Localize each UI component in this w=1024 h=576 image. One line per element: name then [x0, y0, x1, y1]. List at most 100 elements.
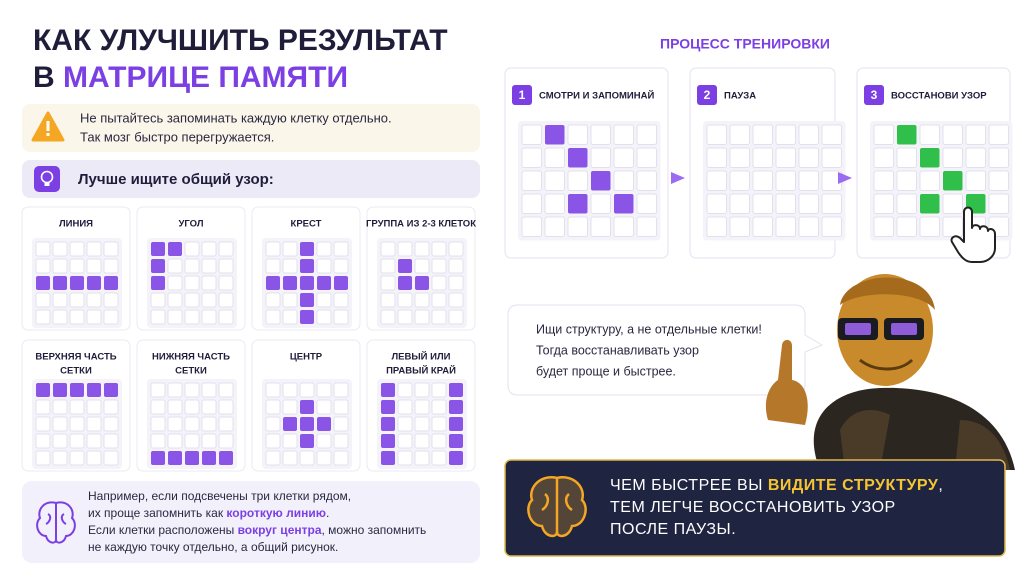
grid-cell [282, 258, 298, 274]
grid-cell [448, 241, 464, 257]
grid-cell [265, 258, 281, 274]
grid-cell [752, 216, 773, 237]
grid-cell [706, 193, 727, 214]
grid-cell [896, 216, 917, 237]
example-text: Если клетки расположены вокруг центра, м… [88, 523, 426, 537]
grid-cell-active [70, 276, 84, 290]
grid-cell [896, 170, 917, 191]
brain-icon [36, 501, 76, 544]
speech-text: Ищи структуру, а не отдельные клетки! [536, 322, 762, 336]
warning-text: Не пытайтесь запоминать каждую клетку от… [80, 110, 392, 125]
grid-cell [821, 124, 842, 145]
grid-cell [282, 241, 298, 257]
grid-cell [965, 170, 986, 191]
grid-cell [706, 124, 727, 145]
grid-cell [752, 147, 773, 168]
grid-cell [448, 258, 464, 274]
grid-cell-active [920, 194, 940, 214]
grid-cell [86, 292, 102, 308]
grid-cell [167, 258, 183, 274]
grid-cell-active [614, 194, 634, 214]
grid-cell-active [300, 293, 314, 307]
grid-cell [798, 124, 819, 145]
grid-cell-active [104, 383, 118, 397]
warning-text: Так мозг быстро перегружается. [80, 129, 274, 144]
grid-cell [729, 193, 750, 214]
grid-cell [282, 399, 298, 415]
grid-cell [201, 416, 217, 432]
title-line2: В МАТРИЦЕ ПАМЯТИ [33, 61, 348, 94]
grid-cell [282, 382, 298, 398]
grid-cell [265, 309, 281, 325]
grid-cell [265, 433, 281, 449]
grid-cell-active [381, 451, 395, 465]
grid-cell [448, 292, 464, 308]
grid-cell [35, 416, 51, 432]
grid-cell [706, 170, 727, 191]
grid-cell [333, 258, 349, 274]
grid-cell-active [568, 148, 588, 168]
grid-cell [333, 433, 349, 449]
grid-cell [150, 399, 166, 415]
pattern-label: ВЕРХНЯЯ ЧАСТЬ [35, 352, 116, 363]
grid-cell [431, 258, 447, 274]
grid-cell [798, 193, 819, 214]
example-text: не каждую точку отдельно, а общий рисуно… [88, 540, 338, 554]
grid-cell [52, 450, 68, 466]
grid-cell [184, 258, 200, 274]
grid-cell [35, 258, 51, 274]
pattern-label: ЦЕНТР [290, 352, 323, 363]
grid-cell [448, 275, 464, 291]
grid-cell [431, 275, 447, 291]
grid-cell [316, 292, 332, 308]
grid-cell [265, 241, 281, 257]
grid-cell [431, 309, 447, 325]
grid-cell [299, 450, 315, 466]
grid-cell [52, 433, 68, 449]
grid-cell-active [449, 451, 463, 465]
bulb [40, 170, 54, 184]
grid-cell-active [897, 125, 917, 145]
grid-cell [775, 216, 796, 237]
speech-text: будет проще и быстрее. [536, 364, 676, 378]
pattern-cards: ЛИНИЯ УГОЛ КРЕСТ ГРУППА ИЗ 2-3 КЛЕТОК ВЕРХНЯ… [21, 206, 476, 472]
grid-cell [873, 216, 894, 237]
warning-box [22, 104, 480, 152]
grid-cell [184, 382, 200, 398]
step-number: 1 [519, 88, 526, 102]
grid-cell [448, 309, 464, 325]
grid-cell-active [920, 148, 940, 168]
grid-cell-active [266, 276, 280, 290]
grid-cell [414, 433, 430, 449]
grid-cell [414, 292, 430, 308]
grid-cell [86, 241, 102, 257]
text-part: , можно запомнить [322, 523, 427, 537]
grid-cell [218, 258, 234, 274]
grid-cell [636, 193, 657, 214]
grid-cell [380, 275, 396, 291]
grid-cell-active [219, 451, 233, 465]
grid-cell [69, 450, 85, 466]
grid-cell-active [449, 383, 463, 397]
grid-cell [218, 433, 234, 449]
grid-cell [431, 433, 447, 449]
grid-cell [86, 416, 102, 432]
grid-cell [613, 170, 634, 191]
grid-cell-active [283, 417, 297, 431]
grid-cell [201, 241, 217, 257]
grid-cell [35, 450, 51, 466]
grid-cell-active [300, 400, 314, 414]
grid-cell [988, 147, 1009, 168]
grid-cell [414, 399, 430, 415]
grid-cell [69, 241, 85, 257]
grid-cell [201, 309, 217, 325]
grid-cell [896, 193, 917, 214]
grid-cell [184, 309, 200, 325]
grid-cell [821, 193, 842, 214]
grid-cell [919, 216, 940, 237]
grid-cell-active [317, 417, 331, 431]
grid-cell [567, 124, 588, 145]
tip-text: Лучше ищите общий узор: [78, 171, 274, 188]
grid-cell [333, 309, 349, 325]
